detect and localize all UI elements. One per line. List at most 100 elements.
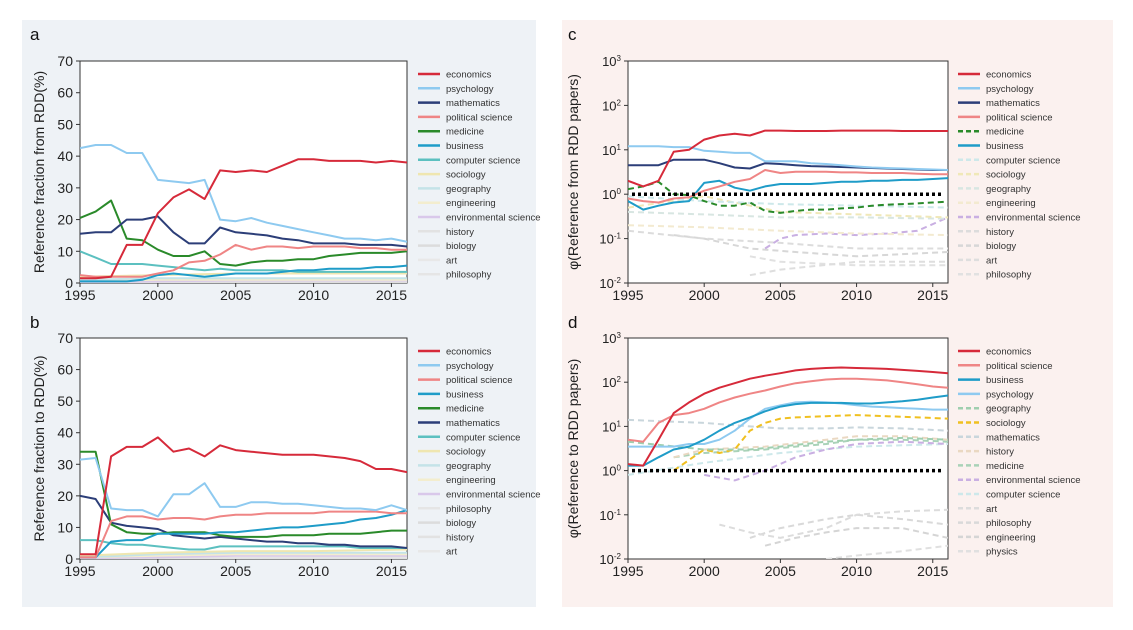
legend-label: business: [986, 141, 1024, 152]
legend-label: medicine: [446, 127, 484, 138]
legend-label: philosophy: [446, 504, 492, 515]
y-tick-label: 30: [57, 456, 73, 472]
y-axis-label: φ(Reference to RDD papers): [565, 359, 581, 538]
legend-label: mathematics: [446, 418, 500, 429]
legend-label: sociology: [986, 418, 1026, 429]
legend-label: environmental science: [986, 475, 1081, 486]
panel-label: a: [30, 25, 40, 44]
legend-label: philosophy: [446, 270, 492, 281]
x-tick-label: 2015: [917, 287, 948, 303]
legend-label: sociology: [446, 170, 486, 181]
legend-label: economics: [446, 70, 492, 81]
x-tick-label: 2010: [841, 287, 872, 303]
legend-label: art: [986, 255, 997, 266]
x-tick-label: 2015: [376, 287, 407, 303]
x-tick-label: 1995: [64, 563, 95, 579]
panel-label: b: [30, 313, 39, 332]
y-tick-label: 60: [57, 85, 73, 101]
y-tick-label: 50: [57, 116, 73, 132]
x-tick-label: 2000: [689, 563, 720, 579]
y-tick-label: 70: [57, 330, 73, 346]
x-tick-label: 2010: [841, 563, 872, 579]
legend-label: political science: [446, 375, 513, 386]
legend-label: mathematics: [986, 98, 1040, 109]
x-tick-label: 1995: [612, 287, 643, 303]
panel-label: d: [568, 313, 577, 332]
legend-label: geography: [986, 184, 1031, 195]
legend-label: environmental science: [986, 213, 1081, 224]
x-tick-label: 2010: [298, 287, 329, 303]
legend-label: business: [446, 389, 484, 400]
legend-label: art: [446, 547, 457, 558]
y-axis-label: Reference fraction from RDD(%): [31, 71, 47, 273]
x-tick-label: 2000: [142, 563, 173, 579]
legend-label: engineering: [446, 198, 496, 209]
y-tick-label: 20: [57, 488, 73, 504]
legend-label: environmental science: [446, 213, 541, 224]
legend-label: geography: [446, 184, 491, 195]
y-tick-label: 60: [57, 362, 73, 378]
x-tick-label: 1995: [612, 563, 643, 579]
legend-label: history: [446, 532, 474, 543]
legend-label: political science: [986, 112, 1053, 123]
legend-label: computer science: [986, 155, 1060, 166]
y-tick-label: 40: [57, 148, 73, 164]
legend-label: mathematics: [986, 432, 1040, 443]
panel-label: c: [568, 25, 577, 44]
y-tick-label: 50: [57, 393, 73, 409]
legend-label: psychology: [986, 389, 1034, 400]
legend-label: art: [446, 255, 457, 266]
legend-label: medicine: [986, 461, 1024, 472]
x-tick-label: 2015: [917, 563, 948, 579]
x-tick-label: 2000: [142, 287, 173, 303]
legend-label: engineering: [986, 532, 1036, 543]
legend-label: physics: [986, 547, 1018, 558]
x-tick-label: 2010: [298, 563, 329, 579]
legend-label: geography: [446, 461, 491, 472]
y-axis-label: φ(Reference from RDD papers): [565, 74, 581, 270]
legend-label: engineering: [986, 198, 1036, 209]
x-tick-label: 2005: [220, 287, 251, 303]
y-tick-label: 30: [57, 180, 73, 196]
x-tick-label: 2005: [220, 563, 251, 579]
y-tick-label: 70: [57, 53, 73, 69]
legend-label: computer science: [986, 490, 1060, 501]
legend-label: biology: [986, 241, 1016, 252]
legend-label: computer science: [446, 155, 520, 166]
legend-label: sociology: [446, 447, 486, 458]
legend-label: environmental science: [446, 490, 541, 501]
y-tick-label: 40: [57, 425, 73, 441]
x-tick-label: 2015: [376, 563, 407, 579]
legend-label: engineering: [446, 475, 496, 486]
legend-label: business: [446, 141, 484, 152]
legend-label: history: [986, 447, 1014, 458]
legend-label: biology: [446, 241, 476, 252]
x-tick-label: 1995: [64, 287, 95, 303]
legend-label: philosophy: [986, 518, 1032, 529]
x-tick-label: 2005: [765, 563, 796, 579]
legend-label: history: [986, 227, 1014, 238]
legend-label: medicine: [446, 404, 484, 415]
legend-label: business: [986, 375, 1024, 386]
legend-label: mathematics: [446, 98, 500, 109]
x-tick-label: 2000: [689, 287, 720, 303]
legend-label: political science: [446, 112, 513, 123]
legend-label: history: [446, 227, 474, 238]
legend-label: sociology: [986, 170, 1026, 181]
legend-label: psychology: [986, 84, 1034, 95]
legend-label: geography: [986, 404, 1031, 415]
x-tick-label: 2005: [765, 287, 796, 303]
legend-label: psychology: [446, 84, 494, 95]
y-axis-label: Reference fraction to RDD(%): [31, 356, 47, 542]
legend-label: philosophy: [986, 270, 1032, 281]
legend-label: computer science: [446, 432, 520, 443]
y-tick-label: 20: [57, 212, 73, 228]
y-tick-label: 10: [57, 243, 73, 259]
legend-label: psychology: [446, 361, 494, 372]
